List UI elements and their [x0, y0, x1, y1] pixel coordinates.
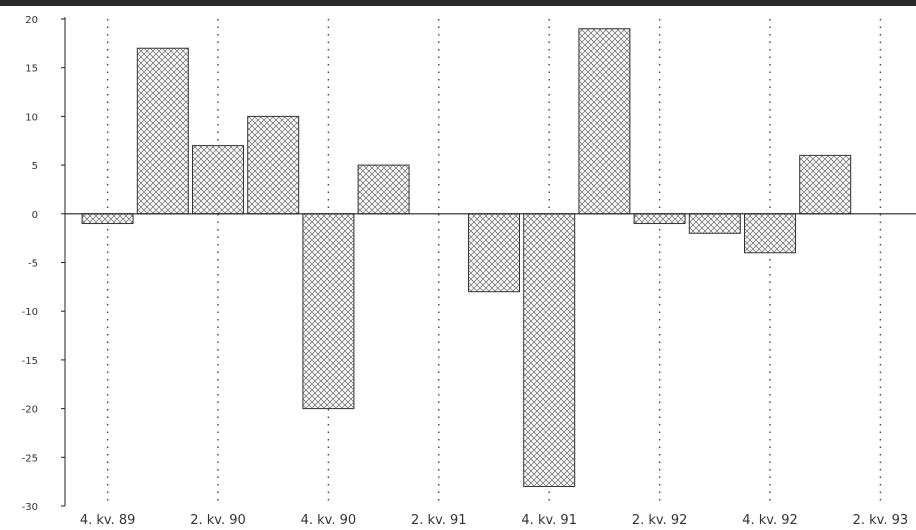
y-tick-labels: 20 15 10 5 0 -5 -10 -15 -20 -25 -30 [22, 15, 38, 513]
x-tick-label: 4. kv. 90 [301, 513, 357, 528]
x-tick-label: 4. kv. 89 [80, 513, 136, 528]
bar [136, 47, 189, 215]
x-tick-label: 2. kv. 92 [632, 513, 688, 528]
x-tick-label: 2. kv. 90 [190, 513, 246, 528]
y-tick-label: -25 [22, 453, 38, 464]
y-tick-label: 5 [32, 161, 38, 172]
bar [744, 213, 796, 254]
bar [192, 145, 244, 215]
x-tick-label: 2. kv. 91 [411, 513, 467, 528]
y-tick-label: 0 [32, 210, 38, 221]
y-tick-label: 15 [25, 64, 38, 75]
bar [468, 213, 520, 293]
bar [523, 213, 576, 488]
x-tick-label: 4. kv. 91 [521, 513, 577, 528]
x-tick-labels: 4. kv. 89 2. kv. 90 4. kv. 90 2. kv. 91 4. k… [80, 513, 908, 528]
bar [81, 213, 134, 225]
y-tick-label: 10 [25, 112, 38, 123]
y-tick-label: -30 [22, 502, 38, 513]
bar [578, 28, 631, 215]
bar [799, 154, 852, 215]
y-tick-label: -15 [22, 356, 38, 367]
y-tick-label: -10 [22, 307, 38, 318]
bar [302, 213, 355, 410]
bar [357, 164, 410, 215]
bars [81, 28, 852, 488]
axes [61, 17, 916, 507]
y-tick-label: -5 [28, 259, 38, 270]
top-border-band [0, 0, 916, 6]
bar [633, 213, 686, 225]
x-tick-label: 4. kv. 92 [742, 513, 798, 528]
bar [688, 213, 741, 234]
x-tick-label: 2. kv. 93 [853, 513, 909, 528]
y-tick-label: -20 [22, 405, 38, 416]
bar [247, 115, 300, 215]
y-tick-label: 20 [25, 15, 38, 26]
